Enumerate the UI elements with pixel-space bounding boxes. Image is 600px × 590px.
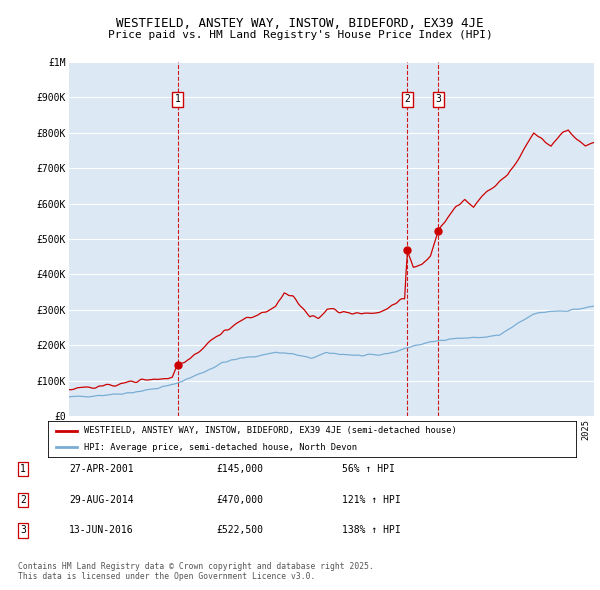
Text: 2: 2 (404, 94, 410, 104)
Text: 13-JUN-2016: 13-JUN-2016 (69, 526, 134, 535)
Text: Contains HM Land Registry data © Crown copyright and database right 2025.
This d: Contains HM Land Registry data © Crown c… (18, 562, 374, 581)
Text: HPI: Average price, semi-detached house, North Devon: HPI: Average price, semi-detached house,… (84, 443, 357, 452)
Text: 121% ↑ HPI: 121% ↑ HPI (342, 495, 401, 504)
Text: 1: 1 (175, 94, 181, 104)
Text: WESTFIELD, ANSTEY WAY, INSTOW, BIDEFORD, EX39 4JE (semi-detached house): WESTFIELD, ANSTEY WAY, INSTOW, BIDEFORD,… (84, 426, 457, 435)
Text: £470,000: £470,000 (216, 495, 263, 504)
Text: £522,500: £522,500 (216, 526, 263, 535)
Text: 3: 3 (435, 94, 441, 104)
Text: Price paid vs. HM Land Registry's House Price Index (HPI): Price paid vs. HM Land Registry's House … (107, 30, 493, 40)
Text: 29-AUG-2014: 29-AUG-2014 (69, 495, 134, 504)
Text: 3: 3 (20, 526, 26, 535)
Text: £145,000: £145,000 (216, 464, 263, 474)
Text: WESTFIELD, ANSTEY WAY, INSTOW, BIDEFORD, EX39 4JE: WESTFIELD, ANSTEY WAY, INSTOW, BIDEFORD,… (116, 17, 484, 30)
Text: 1: 1 (20, 464, 26, 474)
Text: 2: 2 (20, 495, 26, 504)
Text: 56% ↑ HPI: 56% ↑ HPI (342, 464, 395, 474)
Text: 27-APR-2001: 27-APR-2001 (69, 464, 134, 474)
Text: 138% ↑ HPI: 138% ↑ HPI (342, 526, 401, 535)
